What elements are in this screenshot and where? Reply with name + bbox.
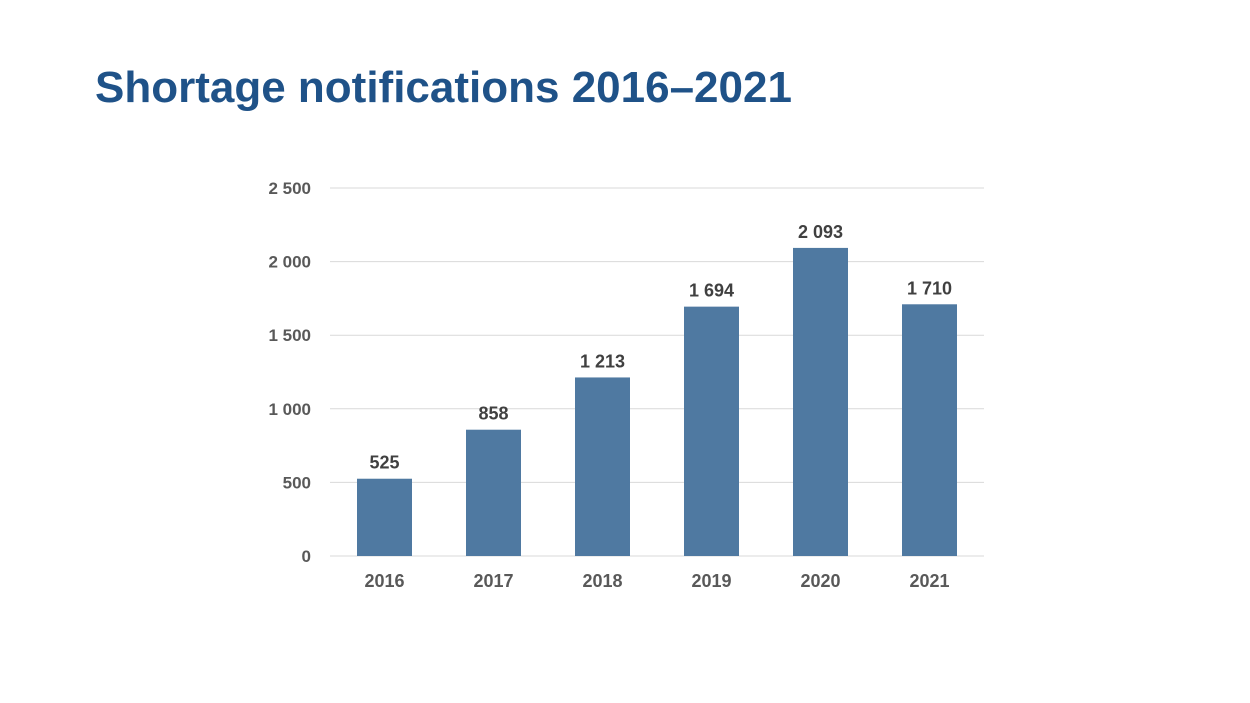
- y-tick-label: 1 000: [268, 400, 311, 419]
- x-tick-label: 2020: [800, 571, 840, 591]
- y-tick-label: 1 500: [268, 326, 311, 345]
- y-tick-label: 500: [283, 473, 311, 492]
- page-title: Shortage notifications 2016–2021: [95, 63, 792, 112]
- data-label: 1 213: [580, 351, 625, 371]
- x-tick-label: 2019: [691, 571, 731, 591]
- data-label: 858: [478, 404, 508, 424]
- bar-2016: [357, 478, 412, 556]
- bar-2021: [902, 304, 957, 556]
- bar-2018: [575, 377, 630, 556]
- bar-2017: [466, 429, 521, 556]
- data-label: 1 694: [689, 281, 734, 301]
- x-tick-label: 2016: [364, 571, 404, 591]
- y-tick-label: 2 500: [268, 179, 311, 198]
- bar-2019: [684, 306, 739, 556]
- data-label: 525: [369, 453, 399, 473]
- x-tick-label: 2018: [582, 571, 622, 591]
- x-tick-label: 2017: [473, 571, 513, 591]
- y-tick-label: 2 000: [268, 253, 311, 272]
- y-tick-label: 0: [302, 547, 311, 566]
- x-tick-label: 2021: [909, 571, 949, 591]
- data-label: 2 093: [798, 222, 843, 242]
- bar-2020: [793, 247, 848, 556]
- data-label: 1 710: [907, 278, 952, 298]
